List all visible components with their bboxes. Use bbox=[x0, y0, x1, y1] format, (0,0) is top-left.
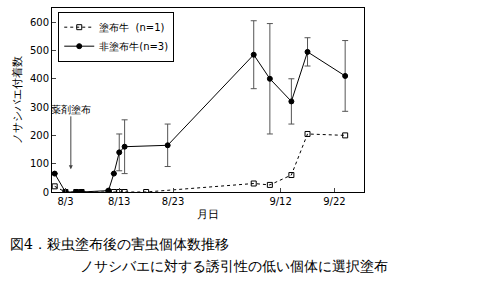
svg-text:塗布牛 (n=1): 塗布牛 (n=1) bbox=[99, 22, 164, 33]
svg-text:9/22: 9/22 bbox=[323, 196, 345, 207]
html-text:ノサシバエに対する誘引性の低い個体に選択塗布: ノサシバエに対する誘引性の低い個体に選択塗布 bbox=[80, 258, 388, 274]
svg-text:200: 200 bbox=[30, 130, 49, 141]
svg-text:300: 300 bbox=[30, 102, 49, 113]
svg-text:8/3: 8/3 bbox=[57, 196, 73, 207]
svg-text:非塗布牛(n=3): 非塗布牛(n=3) bbox=[99, 41, 168, 52]
svg-text:薬剤塗布: 薬剤塗布 bbox=[51, 104, 91, 115]
svg-text:500: 500 bbox=[30, 45, 49, 56]
svg-text:600: 600 bbox=[30, 17, 49, 28]
html-text:図4．殺虫塗布後の害虫個体数推移: 図4．殺虫塗布後の害虫個体数推移 bbox=[10, 236, 229, 252]
svg-text:9/12: 9/12 bbox=[269, 196, 291, 207]
svg-text:400: 400 bbox=[30, 73, 49, 84]
svg-text:0: 0 bbox=[43, 187, 49, 198]
svg-text:100: 100 bbox=[30, 158, 49, 169]
svg-text:8/13: 8/13 bbox=[108, 196, 130, 207]
svg-text:8/23: 8/23 bbox=[162, 196, 184, 207]
svg-text:ノサシバエ付着数: ノサシバエ付着数 bbox=[11, 56, 24, 144]
svg-text:月日: 月日 bbox=[197, 208, 219, 221]
